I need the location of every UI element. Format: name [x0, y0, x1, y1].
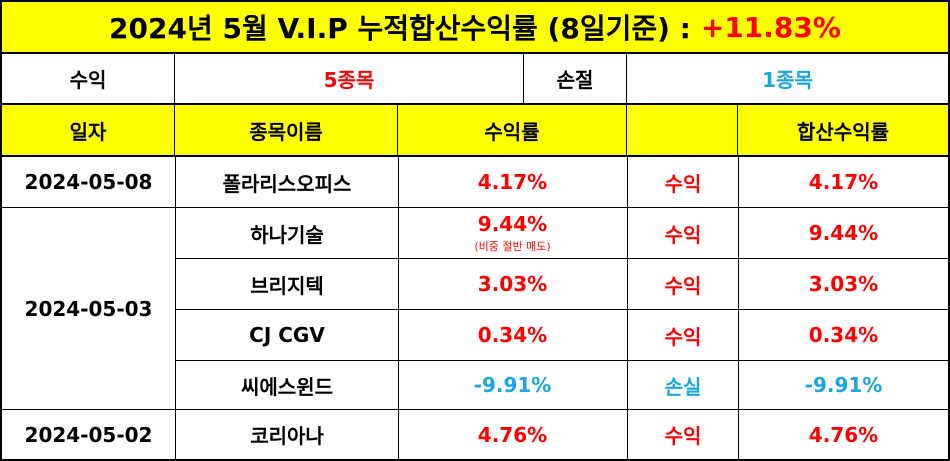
row-divider: [2, 409, 948, 410]
row-divider: [2, 207, 948, 208]
total-return-value: +11.83%: [700, 10, 841, 44]
return-value: 4.17%: [398, 157, 627, 207]
row-divider: [175, 258, 948, 259]
cumulative-value: 0.34%: [808, 323, 879, 347]
stock-name: 씨에스윈드: [241, 374, 333, 399]
loss-label: 손절: [524, 54, 627, 103]
cumulative-value: -9.91%: [804, 373, 883, 397]
header-return: 수익률: [398, 105, 627, 155]
return-value: 4.76%: [477, 422, 548, 447]
row-divider: [175, 360, 948, 361]
return-text: 9.44%: [477, 212, 548, 236]
stock-name: 코리아나: [250, 424, 324, 448]
column-divider: [175, 157, 176, 459]
return-text: 4.17%: [477, 170, 548, 194]
stock-name: 브리지텍: [250, 273, 324, 298]
result-label: 수익: [664, 324, 702, 349]
summary-row: 수익 5종목 손절 1종목: [2, 54, 948, 105]
stock-name: 폴라리스오피스: [222, 171, 352, 196]
date-cell: 2024-05-08: [24, 170, 153, 194]
result-label: 수익: [664, 171, 702, 196]
header-stock-name: 종목이름: [175, 105, 398, 155]
result-label: 손실: [664, 374, 702, 399]
stock-name: 하나기술: [250, 222, 324, 247]
result-label: 수익: [664, 273, 702, 298]
column-divider: [738, 157, 739, 459]
return-value: 0.34%: [477, 323, 548, 347]
title-text: 2024년 5월 V.I.P 누적합산수익률 (8일기준) :: [109, 12, 691, 45]
result-label: 수익: [664, 424, 702, 448]
title-cell: 2024년 5월 V.I.P 누적합산수익률 (8일기준) : +11.83%: [2, 2, 948, 52]
cumulative-value: 3.03%: [808, 272, 879, 296]
table-body: 2024-05-08 2024-05-03 2024-05-02 폴라리스오피스…: [2, 157, 948, 459]
header-date: 일자: [2, 105, 175, 155]
loss-count: 1종목: [762, 68, 813, 92]
date-cell: 2024-05-03: [24, 296, 153, 321]
header-cumulative: 합산수익률: [797, 119, 889, 144]
cumulative-value: 9.44%: [808, 221, 879, 245]
table-row: 폴라리스오피스 4.17%: [176, 157, 627, 207]
return-value: 9.44% (비중 절반 매도): [398, 208, 627, 258]
column-divider: [627, 157, 628, 459]
column-divider: [398, 157, 399, 459]
cumulative-value: 4.17%: [808, 170, 879, 194]
return-value: -9.91%: [473, 373, 552, 397]
return-value: 3.03%: [477, 272, 548, 296]
date-cell: 2024-05-02: [24, 422, 153, 447]
header-row: 일자 종목이름 수익률 합산수익률: [2, 105, 948, 157]
cumulative-value: 4.76%: [808, 422, 879, 447]
header-result: [627, 105, 738, 155]
return-note: (비중 절반 매도): [474, 240, 551, 253]
stock-name: CJ CGV: [249, 323, 325, 347]
profit-label: 수익: [2, 54, 175, 103]
profit-count: 5종목: [175, 54, 524, 103]
title-row: 2024년 5월 V.I.P 누적합산수익률 (8일기준) : +11.83%: [2, 2, 948, 54]
row-divider: [175, 309, 948, 310]
result-label: 수익: [664, 222, 702, 247]
